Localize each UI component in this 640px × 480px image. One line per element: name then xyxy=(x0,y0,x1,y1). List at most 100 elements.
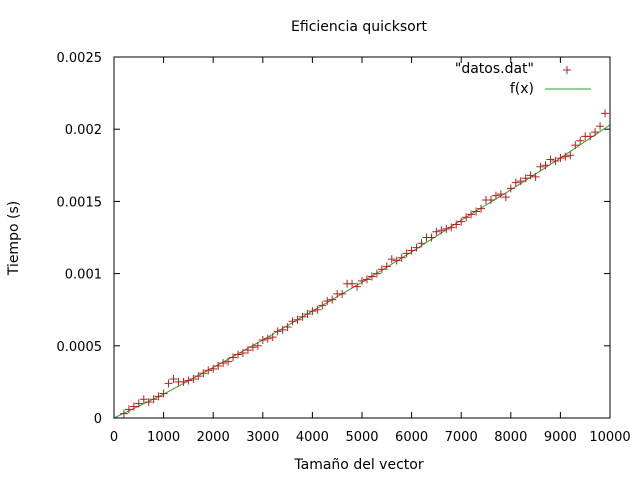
data-point xyxy=(372,269,381,278)
data-point xyxy=(353,282,362,291)
legend-label-fx: f(x) xyxy=(510,81,534,97)
x-tick-label: 6000 xyxy=(395,430,428,445)
x-tick-label: 4000 xyxy=(296,430,329,445)
data-point xyxy=(417,239,426,248)
y-tick-label: 0 xyxy=(94,412,102,427)
data-point xyxy=(521,174,530,183)
data-point xyxy=(169,375,178,384)
data-point xyxy=(263,334,272,343)
data-point xyxy=(338,289,347,298)
data-point xyxy=(596,122,605,131)
data-point xyxy=(462,213,471,222)
data-point xyxy=(179,377,188,386)
data-point xyxy=(601,109,610,118)
data-point xyxy=(556,154,565,163)
x-tick-label: 9000 xyxy=(544,430,577,445)
data-point xyxy=(119,409,128,418)
data-point xyxy=(303,310,312,319)
chart-title: Eficiencia quicksort xyxy=(291,19,427,35)
data-point xyxy=(591,128,600,137)
legend-marker-datos xyxy=(563,66,571,74)
data-point xyxy=(229,353,238,362)
data-point xyxy=(308,307,317,316)
data-point xyxy=(323,297,332,306)
data-point xyxy=(496,190,505,199)
data-point xyxy=(437,226,446,235)
y-tick-label: 0.0005 xyxy=(57,340,103,355)
data-point xyxy=(139,395,148,404)
data-point xyxy=(457,217,466,226)
data-point xyxy=(144,398,153,407)
data-point xyxy=(253,341,262,350)
data-point xyxy=(358,276,366,285)
series-line-fx xyxy=(113,124,611,419)
data-point xyxy=(214,362,223,371)
data-point xyxy=(511,178,520,187)
plot-frame xyxy=(113,56,611,419)
x-tick-label: 5000 xyxy=(345,430,378,445)
data-point xyxy=(402,249,411,258)
data-point xyxy=(546,155,555,164)
legend-label-datos: "datos.dat" xyxy=(455,61,534,77)
x-tick-label: 7000 xyxy=(445,430,478,445)
data-point xyxy=(536,162,545,171)
data-point xyxy=(184,376,193,385)
data-point xyxy=(407,246,416,255)
data-point xyxy=(189,375,198,384)
data-point xyxy=(541,161,550,170)
x-tick-label: 0 xyxy=(110,430,118,445)
data-point xyxy=(382,262,391,271)
data-point xyxy=(362,275,371,284)
data-point xyxy=(234,350,242,359)
data-point xyxy=(268,333,277,342)
axis-ticks: 0 1000 2000 3000 4000 5000 6000 7000 8000 9000 100… xyxy=(57,51,631,445)
data-point xyxy=(129,402,138,411)
data-point xyxy=(134,399,143,408)
data-point xyxy=(427,233,436,242)
y-tick-label: 0.002 xyxy=(65,123,102,138)
x-tick-label: 1000 xyxy=(147,430,180,445)
data-point xyxy=(397,253,406,262)
data-point xyxy=(491,191,500,200)
data-point xyxy=(561,152,570,161)
data-point xyxy=(313,305,322,314)
data-point xyxy=(149,395,158,404)
data-point xyxy=(209,364,218,373)
data-point xyxy=(204,366,213,375)
data-point xyxy=(124,405,133,414)
data-point xyxy=(447,223,456,232)
data-point xyxy=(576,136,585,145)
data-point xyxy=(501,193,510,202)
x-tick-label: 2000 xyxy=(197,430,230,445)
data-point xyxy=(248,343,257,352)
data-point xyxy=(472,207,481,216)
data-point xyxy=(238,349,247,358)
data-point xyxy=(571,141,580,150)
legend: "datos.dat" f(x) xyxy=(455,61,591,97)
x-tick-label: 3000 xyxy=(246,430,279,445)
data-point xyxy=(367,272,376,281)
data-point xyxy=(516,177,525,186)
data-point xyxy=(412,243,421,252)
data-point xyxy=(298,312,307,321)
data-point xyxy=(273,327,282,336)
data-point xyxy=(288,317,297,326)
data-point xyxy=(224,357,233,366)
data-point xyxy=(566,151,575,160)
y-tick-label: 0.0025 xyxy=(57,51,103,66)
data-point xyxy=(164,379,173,388)
data-point xyxy=(486,195,495,204)
data-point xyxy=(477,204,486,213)
data-point xyxy=(194,372,203,381)
data-point xyxy=(348,279,357,288)
x-axis-label: Tamaño del vector xyxy=(293,457,423,473)
data-point xyxy=(377,265,386,274)
data-point xyxy=(159,389,168,398)
data-point xyxy=(467,210,476,219)
data-point xyxy=(531,172,540,181)
data-point xyxy=(551,156,560,165)
series-group xyxy=(113,109,611,419)
y-tick-label: 0.001 xyxy=(65,268,102,283)
x-tick-label: 10000 xyxy=(589,430,630,445)
